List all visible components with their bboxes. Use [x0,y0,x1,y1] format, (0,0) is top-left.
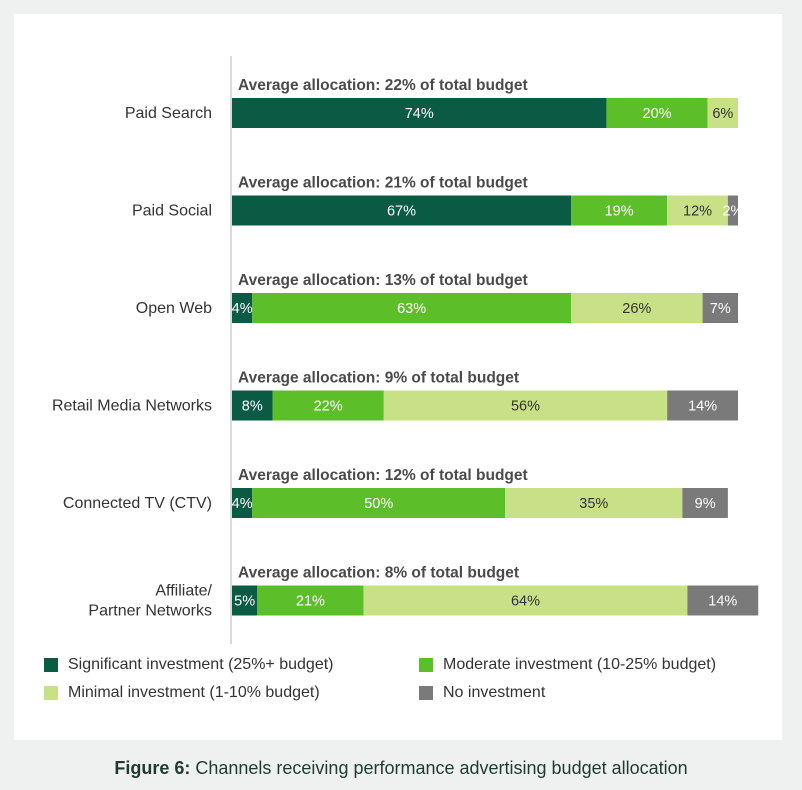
bar-segment [707,98,738,128]
bar-segment [272,390,384,421]
bar-segment [252,488,506,518]
category-label: Affiliate/Partner Networks [88,583,212,620]
avg-allocation-label: Average allocation: 13% of total budget [238,272,528,289]
data-label: 63% [397,301,426,317]
legend-item-moderate: Moderate investment (10-25% budget) [419,656,716,674]
avg-allocation-label: Average allocation: 8% of total budget [238,565,519,582]
bar-segment [383,390,668,421]
bar-segment [667,195,728,226]
data-label: 4% [232,496,253,512]
data-label: 14% [688,399,717,415]
legend-swatch-minimal [44,686,58,700]
bar-segment [571,195,668,226]
avg-allocation-label: Average allocation: 22% of total budget [238,77,528,94]
data-label: 5% [234,594,255,610]
legend-item-minimal: Minimal investment (1-10% budget) [44,684,320,702]
data-label: 35% [579,496,608,512]
data-label: 7% [710,301,731,317]
data-label: 22% [314,399,343,415]
bar-segment [363,585,688,616]
data-label: 8% [242,399,263,415]
data-label: 74% [405,106,434,122]
legend-item-none: No investment [419,684,545,702]
category-label: Paid Social [132,203,212,220]
data-label: 4% [232,301,253,317]
data-label: 14% [708,594,737,610]
category-label: Connected TV (CTV) [63,495,212,512]
bar-segment [702,293,738,323]
bar-segment [505,488,683,518]
data-label: 9% [695,496,716,512]
stacked-bar-chart: Average allocation: 22% of total budget P… [52,56,759,644]
legend-swatch-none [419,686,433,700]
avg-allocation-label: Average allocation: 9% of total budget [238,370,519,387]
data-label: 2% [722,204,743,220]
data-label: 64% [511,594,540,610]
bar-segment [232,390,273,421]
bar-segment [252,293,572,323]
legend-item-significant: Significant investment (25%+ budget) [44,656,333,674]
data-label: 21% [296,594,325,610]
bar-segment [232,98,607,128]
bar-segment [727,195,738,226]
figure-caption: Figure 6: Channels receiving performance… [0,758,802,779]
bar-segment [232,585,258,616]
avg-allocation-label: Average allocation: 12% of total budget [238,467,528,484]
bar-segment [606,98,708,128]
category-label: Open Web [136,300,212,317]
data-label: 20% [643,106,672,122]
data-label: 12% [683,204,712,220]
data-label: 6% [712,106,733,122]
category-label: Retail Media Networks [52,398,212,415]
figure-number: Figure 6: [114,758,191,778]
bar-segment [667,390,738,421]
bar-segment [232,195,572,226]
category-label: Paid Search [125,105,212,122]
legend-swatch-significant [44,658,58,672]
bar-segment [571,293,703,323]
chart-card: Average allocation: 22% of total budget P… [14,14,782,740]
data-label: 19% [605,204,634,220]
bar-segment [257,585,364,616]
bar-segment [232,293,253,323]
legend-label-minimal: Minimal investment (1-10% budget) [68,684,320,701]
figure-caption-text: Channels receiving performance advertisi… [190,758,688,778]
legend-label-none: No investment [443,684,546,701]
data-label: 67% [387,204,416,220]
bar-segment [232,488,253,518]
data-label: 26% [622,301,651,317]
bar-segment [682,488,728,518]
legend-label-moderate: Moderate investment (10-25% budget) [443,656,717,673]
legend-label-significant: Significant investment (25%+ budget) [68,656,334,673]
avg-allocation-label: Average allocation: 21% of total budget [238,175,528,192]
data-label: 50% [364,496,393,512]
data-label: 56% [511,399,540,415]
bar-segment [687,585,759,616]
legend-swatch-moderate [419,658,433,672]
